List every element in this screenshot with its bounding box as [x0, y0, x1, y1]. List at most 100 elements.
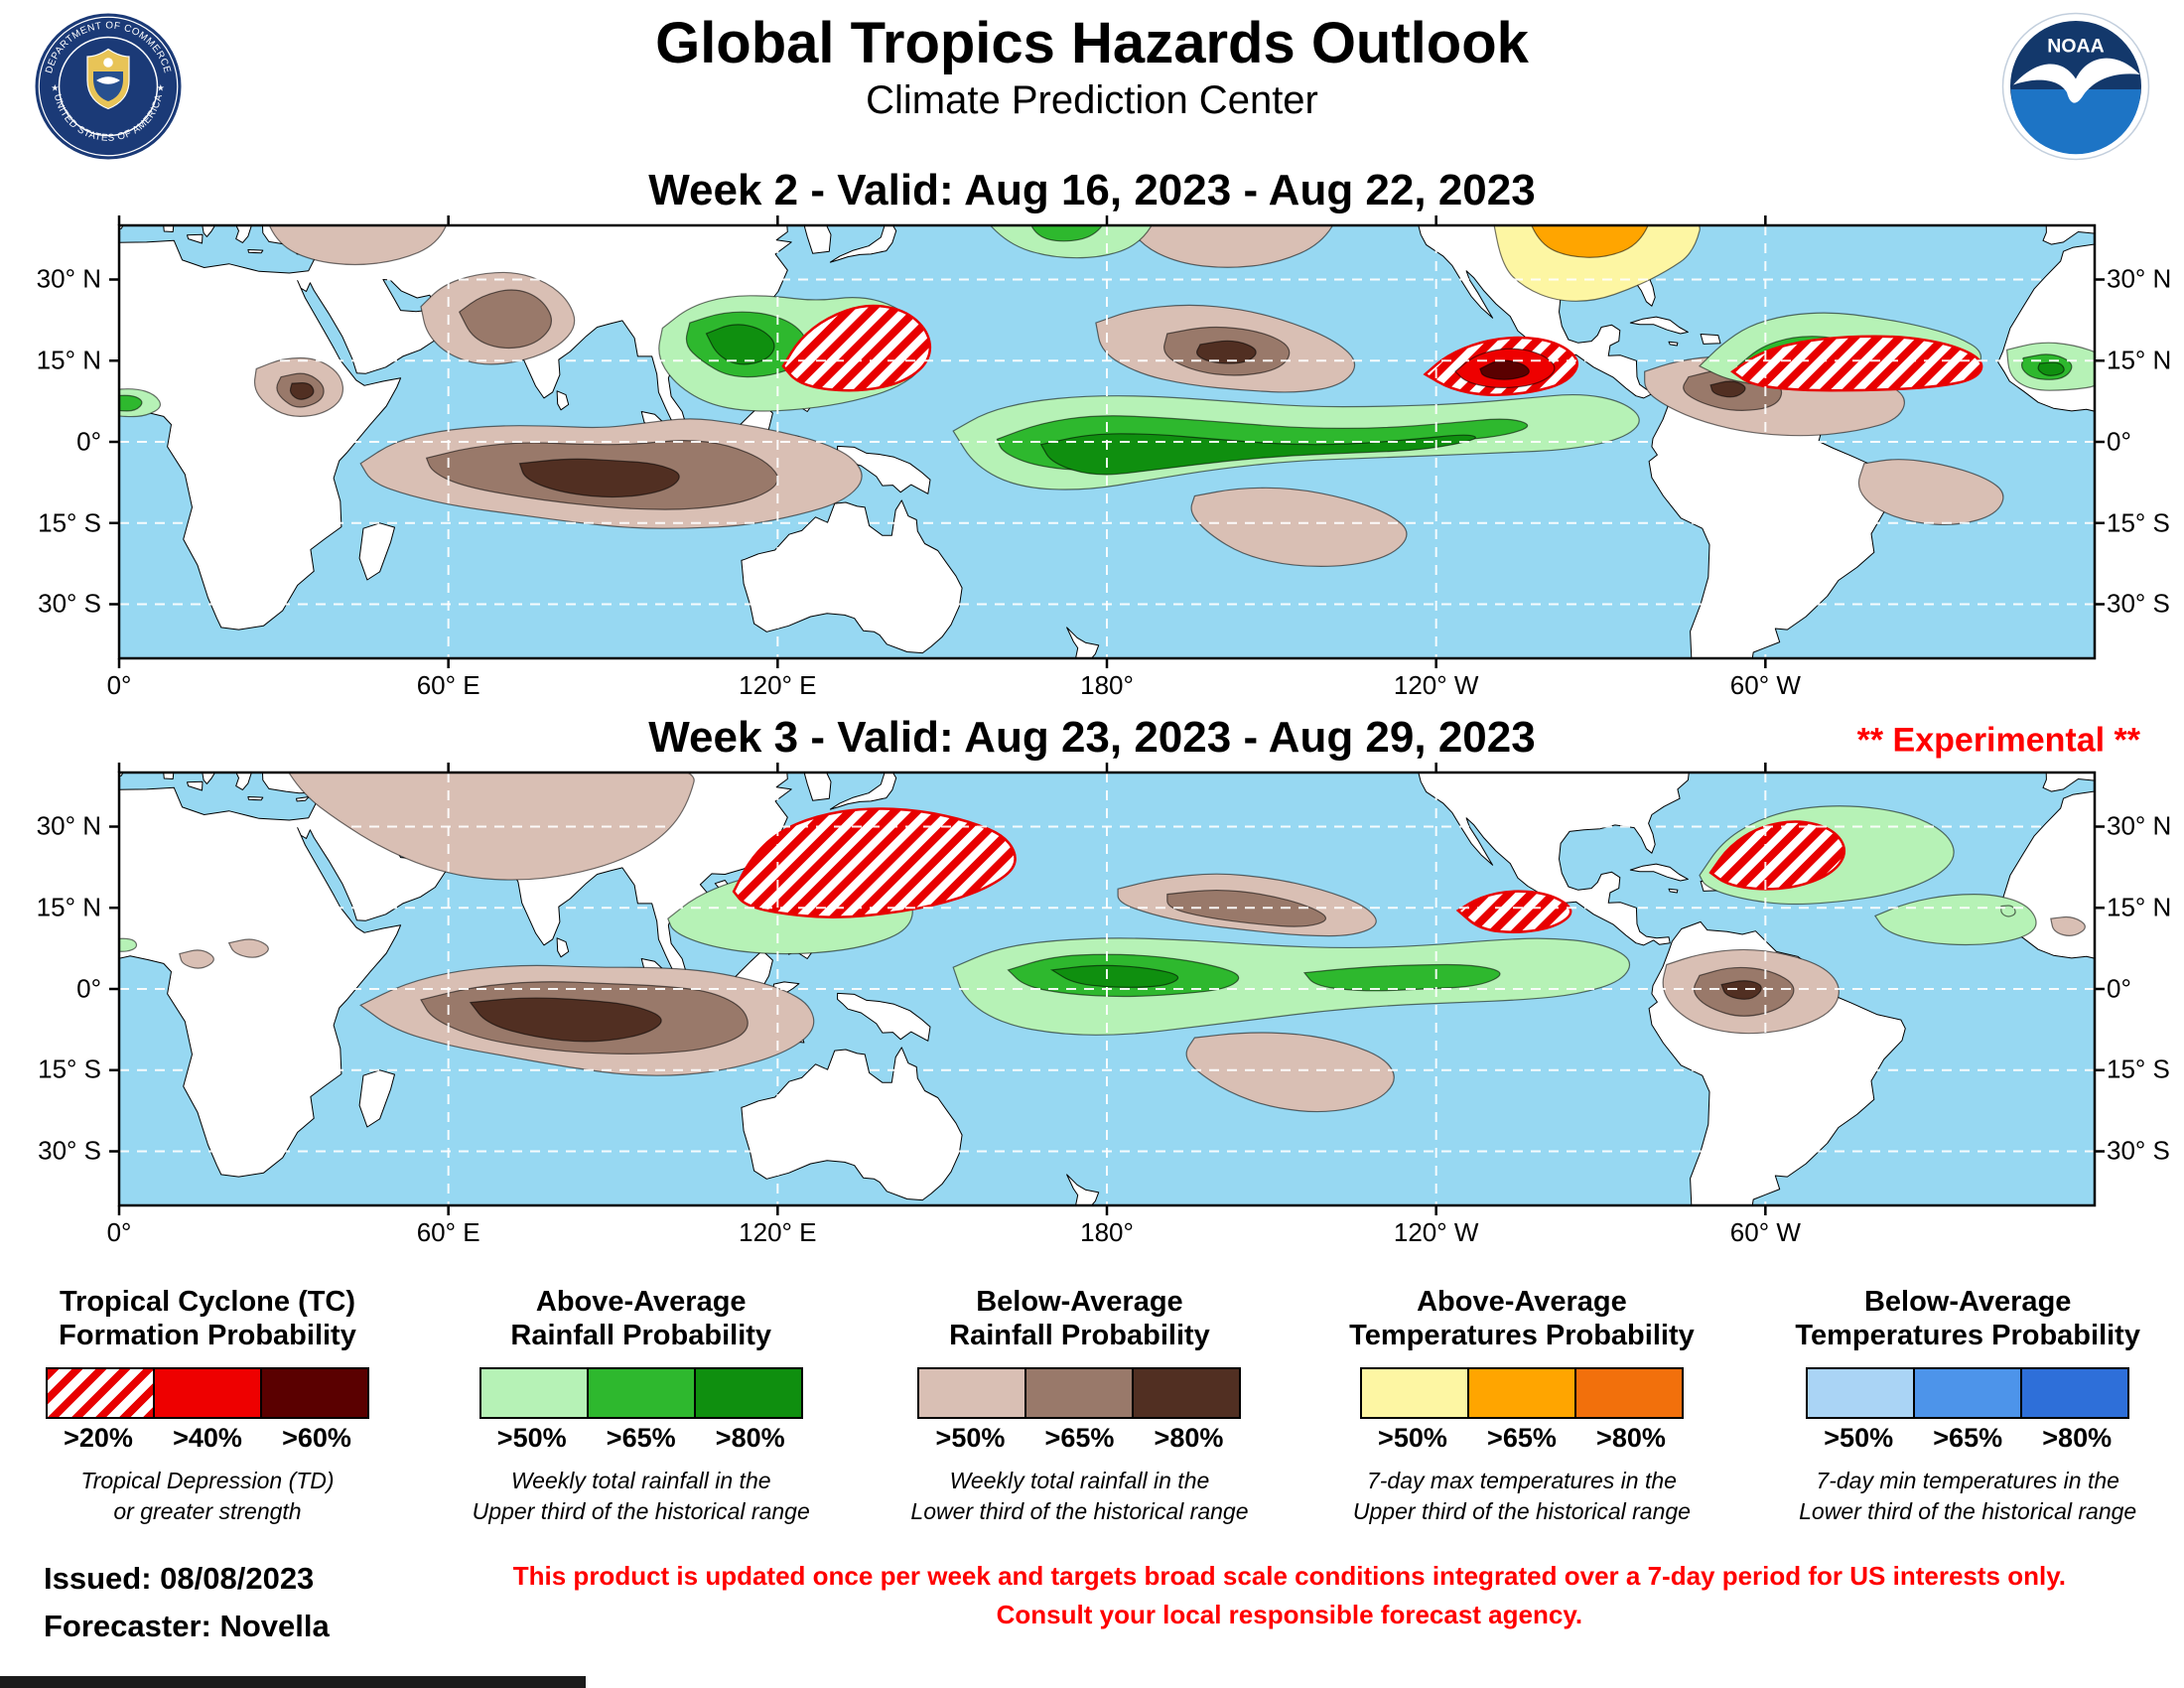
- legend-swatch-rain_above_65: [586, 1367, 696, 1420]
- lon-label: 180°: [1080, 1216, 1134, 1247]
- lat-label: 30° S: [38, 588, 101, 619]
- lat-label: 30° N: [2107, 263, 2172, 294]
- legend-title: Below-Average Temperatures Probability: [1795, 1285, 2140, 1352]
- lat-label: 0°: [76, 426, 101, 457]
- legend-title: Below-Average Rainfall Probability: [949, 1285, 1210, 1352]
- legend-note: Tropical Depression (TD) or greater stren…: [80, 1468, 335, 1525]
- week3-map-figure: 30° N 15° N 0° 15° S 30° S 30° N 15° N 0° 15° S…: [0, 762, 2184, 1215]
- week3-lat-axis-right: 30° N 15° N 0° 15° S 30° S: [2095, 773, 2184, 1205]
- legend-rain-below: Below-Average Rainfall Probability >50% >65…: [910, 1285, 1248, 1528]
- legend-threshold: >80%: [1154, 1423, 1224, 1454]
- legend-title: Above-Average Rainfall Probability: [510, 1285, 772, 1352]
- lon-label: 60° W: [1729, 669, 1801, 700]
- legend: Tropical Cyclone (TC) Formation Probabili…: [0, 1285, 2184, 1528]
- lat-label: 30° N: [36, 263, 101, 294]
- week3-world-map: [109, 762, 2105, 1215]
- noaa-logo: NOAA: [2001, 12, 2150, 161]
- legend-swatch-temp_below_50: [1806, 1367, 1916, 1420]
- title-block: Global Tropics Hazards Outlook Climate P…: [183, 12, 2001, 122]
- lat-label: 30° N: [2107, 810, 2172, 841]
- lat-label: 30° S: [38, 1135, 101, 1166]
- lat-label: 15° S: [2107, 1054, 2170, 1084]
- issuance-block: Issued: 08/08/2023 Forecaster: Novella: [44, 1555, 330, 1650]
- week2-map-figure: 30° N 15° N 0° 15° S 30° S 30° N 15° N 0° 15° S…: [0, 214, 2184, 668]
- lat-label: 15° S: [38, 507, 101, 538]
- legend-temp-above: Above-Average Temperatures Probability >50…: [1349, 1285, 1695, 1528]
- legend-threshold: >20%: [64, 1423, 133, 1454]
- lat-label: 0°: [76, 973, 101, 1004]
- forecaster-name: Forecaster: Novella: [44, 1609, 330, 1644]
- legend-note: 7-day min temperatures in the Lower third…: [1799, 1468, 2137, 1525]
- legend-threshold: >80%: [1596, 1423, 1666, 1454]
- experimental-label: ** Experimental **: [1856, 721, 2140, 760]
- lon-label: 120° W: [1393, 669, 1479, 700]
- lon-label: 120° E: [739, 1216, 817, 1247]
- legend-threshold: >65%: [606, 1423, 676, 1454]
- issued-date: Issued: 08/08/2023: [44, 1561, 315, 1597]
- lon-label: 60° E: [416, 669, 480, 700]
- lat-label: 15° S: [38, 1054, 101, 1084]
- noaa-gull-icon: [2013, 58, 2140, 103]
- legend-swatch-temp_above_80: [1573, 1367, 1684, 1420]
- lat-label: 30° S: [2107, 1135, 2170, 1166]
- disclaimer-line-1: This product is updated once per week an…: [512, 1561, 2066, 1592]
- legend-swatch-temp_below_80: [2020, 1367, 2130, 1420]
- lon-label: 60° E: [416, 1216, 480, 1247]
- legend-swatch-tc20: [46, 1367, 155, 1420]
- legend-swatch-rain_below_65: [1024, 1367, 1135, 1420]
- legend-swatch-rain_above_50: [478, 1367, 589, 1420]
- legend-threshold: >65%: [1487, 1423, 1557, 1454]
- week3-lon-axis: 0° 60° E 120° E 180° 120° W 60° W: [107, 1205, 2095, 1249]
- lon-label: 180°: [1080, 669, 1134, 700]
- legend-threshold: >65%: [1933, 1423, 2003, 1454]
- lat-label: 15° N: [36, 892, 101, 922]
- legend-swatch-rain_below_50: [917, 1367, 1027, 1420]
- lat-label: 15° N: [2107, 892, 2172, 922]
- header: DEPARTMENT OF COMMERCE UNITED STATES OF …: [0, 0, 2184, 163]
- noaa-wordmark: NOAA: [2047, 36, 2104, 58]
- legend-note: 7-day max temperatures in the Upper third…: [1352, 1468, 1691, 1525]
- lat-label: 0°: [2107, 973, 2131, 1004]
- week2-world-map: [109, 214, 2105, 668]
- lat-label: 0°: [2107, 426, 2131, 457]
- week2-lon-axis: 0° 60° E 120° E 180° 120° W 60° W: [107, 658, 2095, 702]
- disclaimer: This product is updated once per week an…: [330, 1555, 2140, 1634]
- week2-section: Week 2 - Valid: Aug 16, 2023 - Aug 22, 2…: [0, 165, 2184, 702]
- lon-label: 0°: [106, 669, 132, 700]
- lat-label: 30° N: [36, 810, 101, 841]
- seal-eagle-shield-emblem: [86, 48, 130, 110]
- legend-tc: Tropical Cyclone (TC) Formation Probabili…: [44, 1285, 371, 1528]
- department-of-commerce-seal: DEPARTMENT OF COMMERCE UNITED STATES OF …: [34, 12, 183, 161]
- week3-title: Week 3 - Valid: Aug 23, 2023 - Aug 29, 2…: [648, 712, 1536, 762]
- legend-threshold: >50%: [496, 1423, 567, 1454]
- legend-temp-below: Below-Average Temperatures Probability >50…: [1795, 1285, 2140, 1528]
- legend-swatch-rain_below_80: [1132, 1367, 1242, 1420]
- lat-label: 30° S: [2107, 588, 2170, 619]
- legend-threshold: >50%: [1378, 1423, 1447, 1454]
- legend-swatch-temp_above_65: [1466, 1367, 1576, 1420]
- bottom-edge-bar: [0, 1676, 586, 1688]
- week2-title: Week 2 - Valid: Aug 16, 2023 - Aug 22, 2…: [648, 166, 1536, 214]
- seal-star-right: ★: [157, 83, 165, 93]
- lon-label: 0°: [106, 1216, 132, 1247]
- legend-threshold: >65%: [1044, 1423, 1115, 1454]
- legend-threshold: >80%: [2042, 1423, 2113, 1454]
- legend-note: Weekly total rainfall in the Lower third …: [910, 1468, 1249, 1525]
- footer: Issued: 08/08/2023 Forecaster: Novella T…: [0, 1555, 2184, 1650]
- legend-threshold: >60%: [282, 1423, 351, 1454]
- legend-threshold: >50%: [935, 1423, 1006, 1454]
- lat-label: 15° N: [2107, 345, 2172, 375]
- legend-swatch-tc60: [260, 1367, 369, 1420]
- legend-rain-above: Above-Average Rainfall Probability >50% >65…: [473, 1285, 810, 1528]
- legend-swatch-temp_above_50: [1359, 1367, 1469, 1420]
- legend-title: Above-Average Temperatures Probability: [1349, 1285, 1695, 1352]
- page-subtitle: Climate Prediction Center: [866, 77, 1318, 122]
- legend-threshold: >40%: [173, 1423, 242, 1454]
- lat-label: 15° N: [36, 345, 101, 375]
- week2-lon-axis-row: 0° 60° E 120° E 180° 120° W 60° W: [0, 658, 2184, 702]
- legend-title: Tropical Cyclone (TC) Formation Probabili…: [59, 1285, 356, 1352]
- legend-swatch-tc40: [153, 1367, 262, 1420]
- lat-label: 15° S: [2107, 507, 2170, 538]
- legend-threshold: >80%: [715, 1423, 785, 1454]
- lon-label: 120° E: [739, 669, 817, 700]
